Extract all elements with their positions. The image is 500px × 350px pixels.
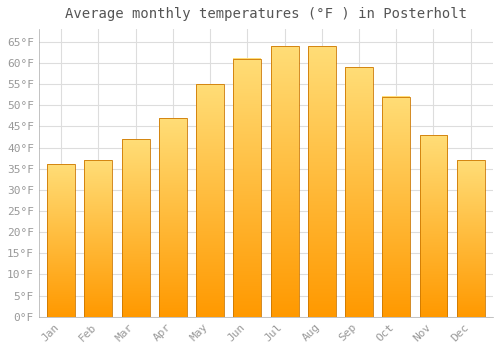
Bar xyxy=(234,59,262,317)
Bar xyxy=(457,160,484,317)
Bar xyxy=(345,67,373,317)
Bar xyxy=(270,46,298,317)
Bar xyxy=(308,46,336,317)
Bar xyxy=(122,139,150,317)
Bar xyxy=(47,164,75,317)
Bar xyxy=(159,118,187,317)
Bar xyxy=(382,97,410,317)
Bar xyxy=(84,160,112,317)
Bar xyxy=(196,84,224,317)
Bar xyxy=(420,135,448,317)
Title: Average monthly temperatures (°F ) in Posterholt: Average monthly temperatures (°F ) in Po… xyxy=(65,7,467,21)
